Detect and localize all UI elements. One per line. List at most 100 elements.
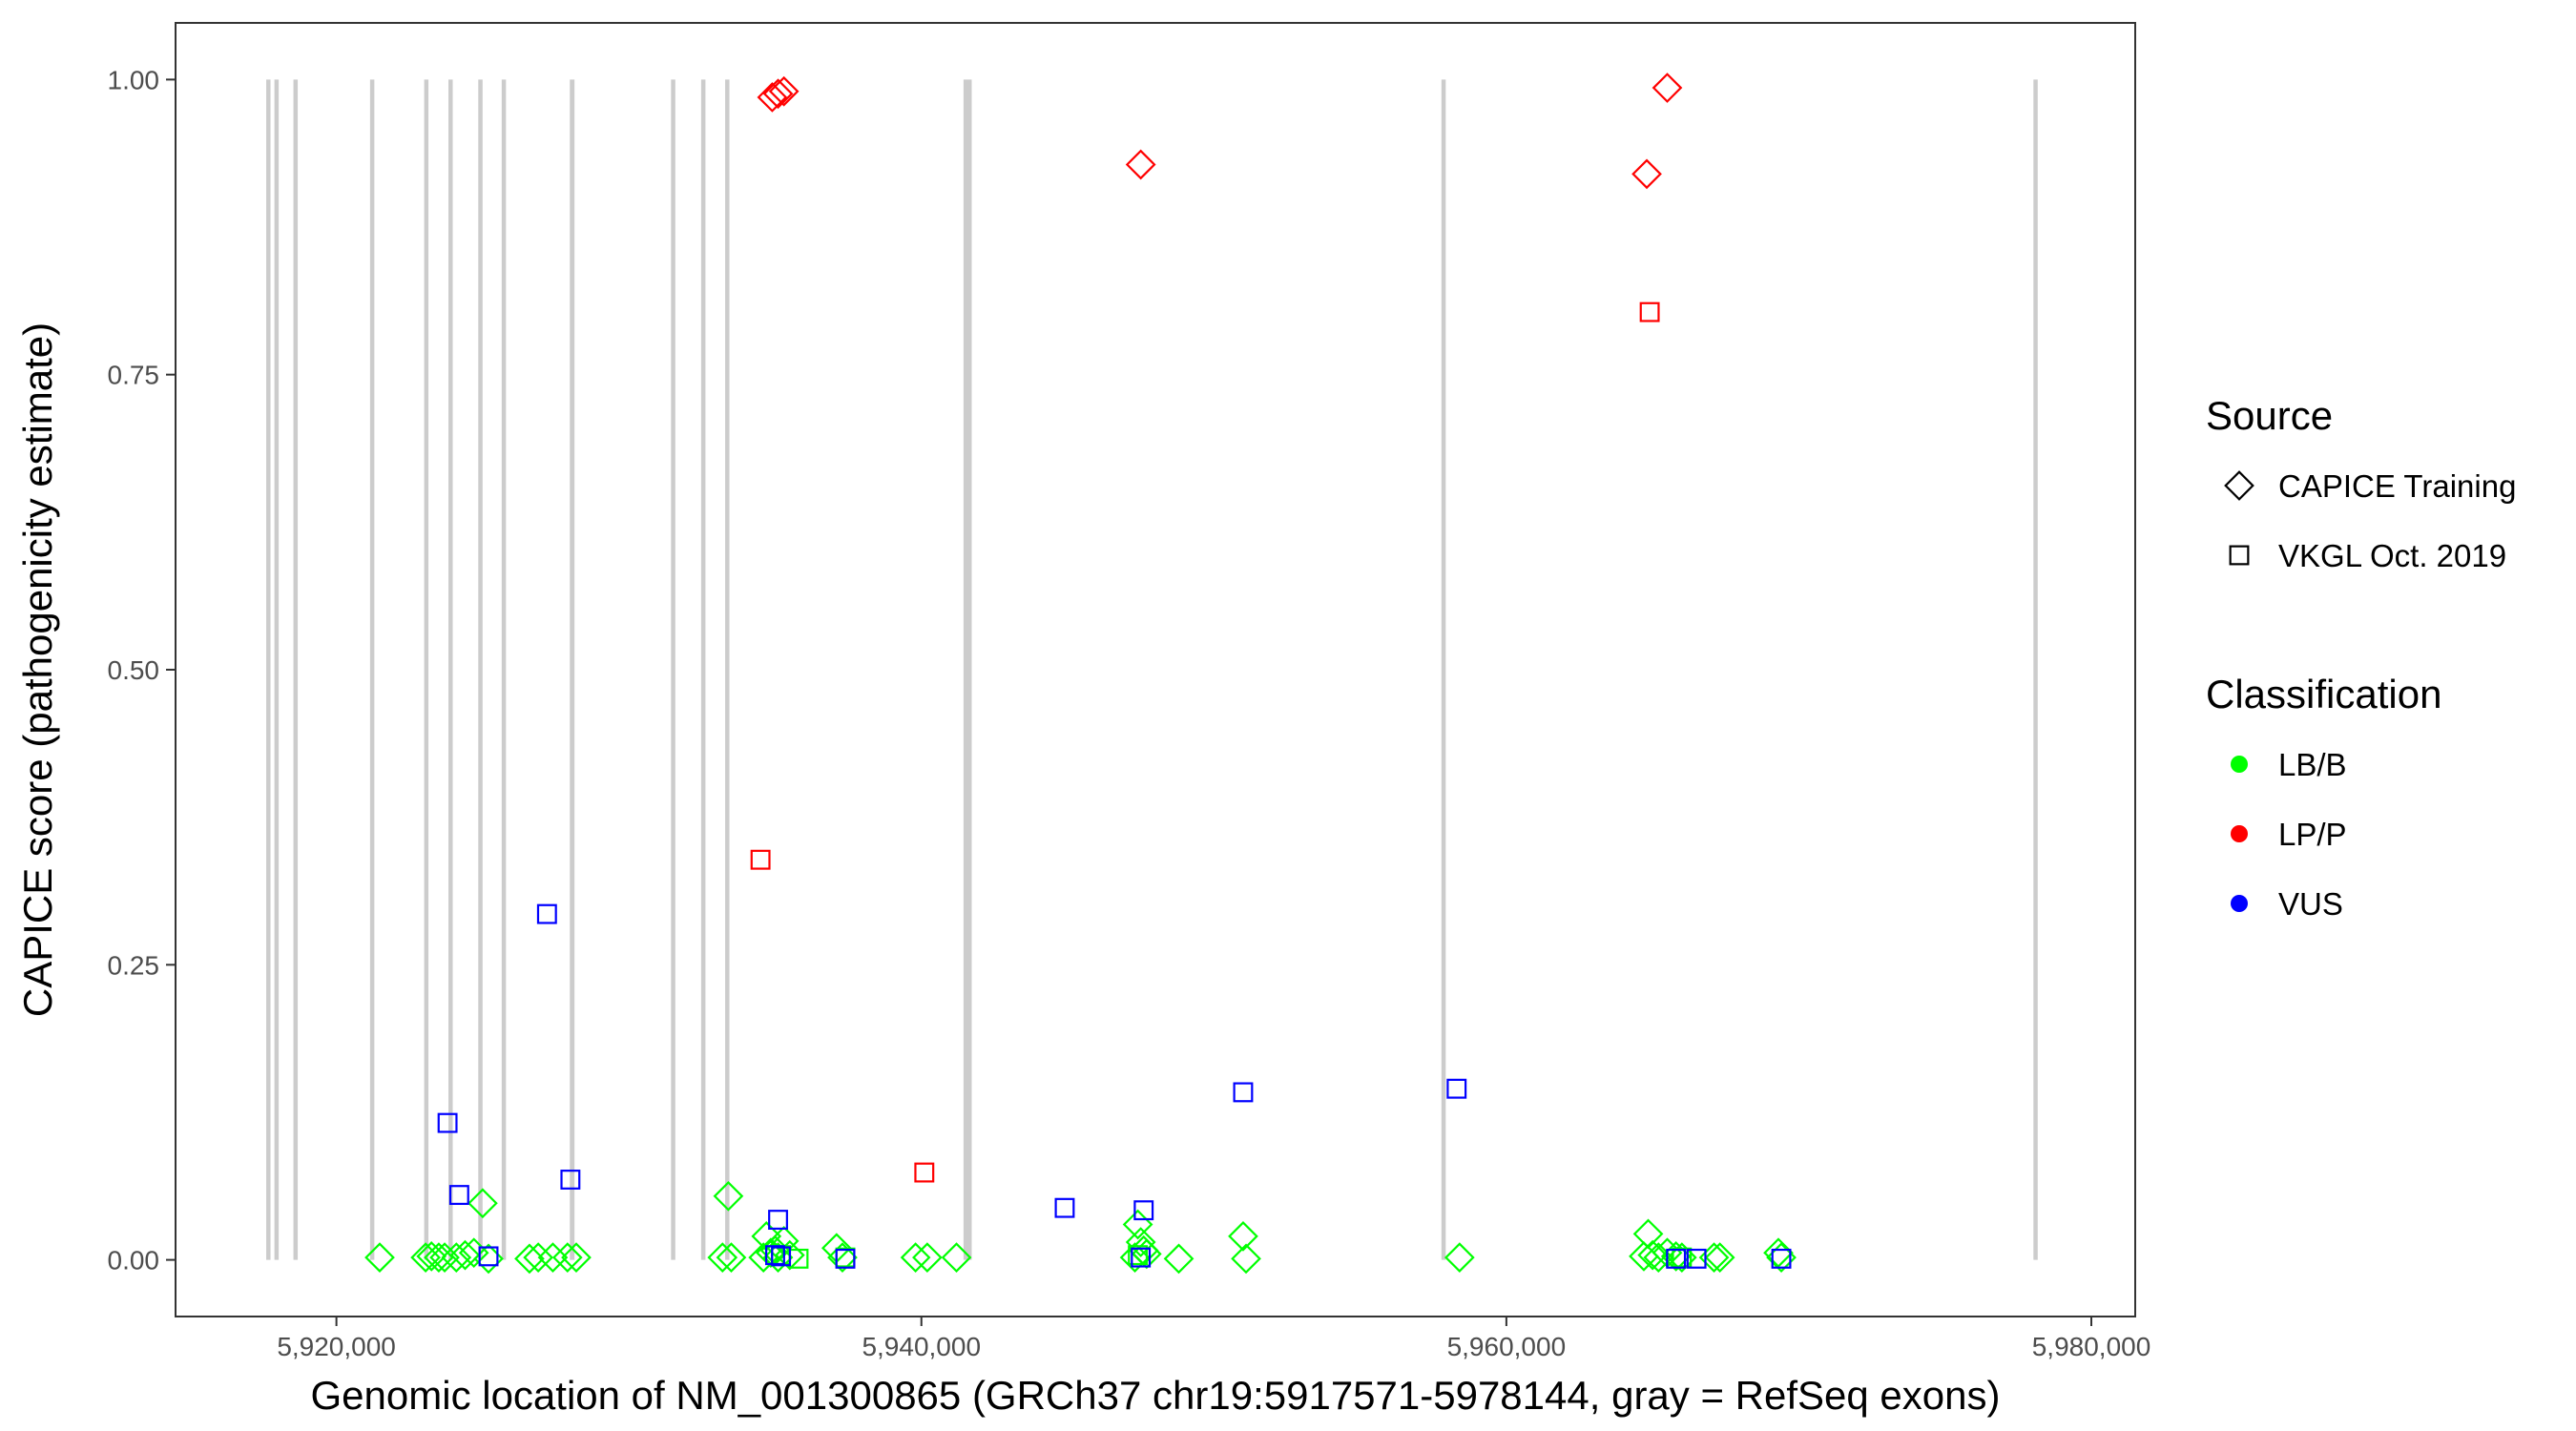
- data-point: [1163, 1243, 1195, 1275]
- data-point: [750, 849, 771, 870]
- data-point: [1652, 73, 1683, 103]
- exon-band: [963, 79, 972, 1260]
- data-point: [536, 903, 557, 924]
- x-tick-label: 5,920,000: [277, 1332, 396, 1361]
- data-point: [1763, 1237, 1794, 1269]
- data-point: [560, 1170, 581, 1190]
- data-point: [765, 1245, 785, 1266]
- legend-entry: LP/P: [2231, 817, 2347, 852]
- data-point: [768, 75, 800, 107]
- data-point: [713, 1180, 744, 1212]
- exon-band: [671, 79, 675, 1260]
- y-axis: 0.00 0.25 0.50 0.75 1.00: [108, 65, 176, 1275]
- exon-band: [700, 79, 706, 1260]
- data-point: [1704, 1242, 1735, 1273]
- data-point: [762, 1242, 794, 1273]
- data-point: [900, 1242, 931, 1273]
- data-point: [478, 1246, 499, 1267]
- data-point: [1228, 1221, 1258, 1252]
- legend-group: Classification LB/B LP/P VUS: [2206, 672, 2441, 922]
- data-point: [416, 1241, 447, 1272]
- data-point: [827, 1242, 858, 1273]
- legend-entry: CAPICE Training: [2224, 468, 2516, 504]
- legend-label: CAPICE Training: [2278, 468, 2516, 504]
- legend-key: [2229, 545, 2250, 566]
- data-point: [757, 82, 788, 113]
- exon-band: [369, 79, 375, 1260]
- data-point: [514, 1243, 545, 1275]
- legend-entry: LB/B: [2231, 747, 2347, 782]
- exon-band: [266, 79, 271, 1260]
- data-point: [551, 1242, 583, 1273]
- data-point: [1131, 1247, 1152, 1268]
- y-tick-label: 0.00: [108, 1246, 160, 1275]
- legend-label: VKGL Oct. 2019: [2278, 538, 2506, 573]
- data-point: [1629, 1241, 1659, 1272]
- data-point: [762, 78, 794, 110]
- data-point: [1639, 301, 1660, 322]
- data-point: [716, 1242, 747, 1273]
- exon-band: [293, 79, 299, 1260]
- data-point: [1666, 1248, 1687, 1269]
- x-tick-label: 5,940,000: [862, 1332, 981, 1361]
- legend-title: Classification: [2206, 672, 2441, 716]
- data-point: [1125, 1227, 1156, 1257]
- data-point: [707, 1242, 738, 1273]
- data-point: [768, 1210, 788, 1230]
- data-point: [449, 1239, 481, 1271]
- legend-label: LB/B: [2278, 747, 2347, 782]
- data-point: [771, 1246, 792, 1267]
- data-point: [1686, 1248, 1707, 1269]
- exon-band: [725, 79, 730, 1260]
- data-point: [1133, 1200, 1154, 1221]
- data-point: [537, 1242, 569, 1273]
- y-tick-label: 0.50: [108, 655, 160, 685]
- exon-band: [478, 79, 483, 1260]
- data-point: [561, 1242, 592, 1273]
- data-point: [448, 1185, 469, 1206]
- exon-band: [448, 79, 453, 1260]
- data-point: [1128, 1245, 1149, 1266]
- legend-key: [2231, 756, 2248, 773]
- legend-key: [2231, 895, 2248, 912]
- data-point: [912, 1242, 943, 1273]
- x-axis: 5,920,000 5,940,000 5,960,000 5,980,000: [277, 1317, 2150, 1361]
- data-point: [437, 1112, 458, 1133]
- y-axis-title: CAPICE score (pathogenicity estimate): [15, 322, 60, 1017]
- data-point: [523, 1242, 553, 1273]
- data-point: [1632, 1218, 1664, 1250]
- x-axis-title: Genomic location of NM_001300865 (GRCh37…: [311, 1373, 2001, 1418]
- data-points: [364, 73, 1797, 1275]
- legend-title: Source: [2206, 393, 2333, 438]
- data-point: [1637, 1239, 1669, 1271]
- data-point: [1672, 1247, 1693, 1268]
- legend-group: Source CAPICE Training VKGL Oct. 2019: [2206, 393, 2516, 573]
- legend-label: LP/P: [2278, 817, 2347, 852]
- exon-band: [274, 79, 280, 1260]
- x-tick-label: 5,980,000: [2032, 1332, 2151, 1361]
- data-point: [467, 1188, 498, 1219]
- data-point: [835, 1248, 856, 1269]
- legend-entry: VUS: [2231, 886, 2343, 922]
- data-point: [1233, 1082, 1254, 1103]
- y-tick-label: 0.25: [108, 950, 160, 980]
- exon-band: [424, 79, 429, 1260]
- x-tick-label: 5,960,000: [1447, 1332, 1567, 1361]
- exon-bands: [266, 79, 2038, 1260]
- data-point: [1231, 1243, 1261, 1275]
- data-point: [1125, 149, 1156, 180]
- data-point: [1444, 1242, 1475, 1273]
- legend-entry: VKGL Oct. 2019: [2229, 538, 2506, 573]
- y-tick-label: 1.00: [108, 65, 160, 94]
- data-point: [1446, 1078, 1467, 1099]
- legend: Source CAPICE Training VKGL Oct. 2019 Class…: [2206, 393, 2516, 922]
- legend-label: VUS: [2278, 886, 2343, 922]
- legend-key: [2231, 825, 2248, 842]
- data-point: [1054, 1197, 1075, 1218]
- data-point: [441, 1242, 472, 1273]
- legend-key: [2224, 470, 2254, 501]
- data-point: [1771, 1248, 1792, 1269]
- data-point: [1631, 158, 1662, 190]
